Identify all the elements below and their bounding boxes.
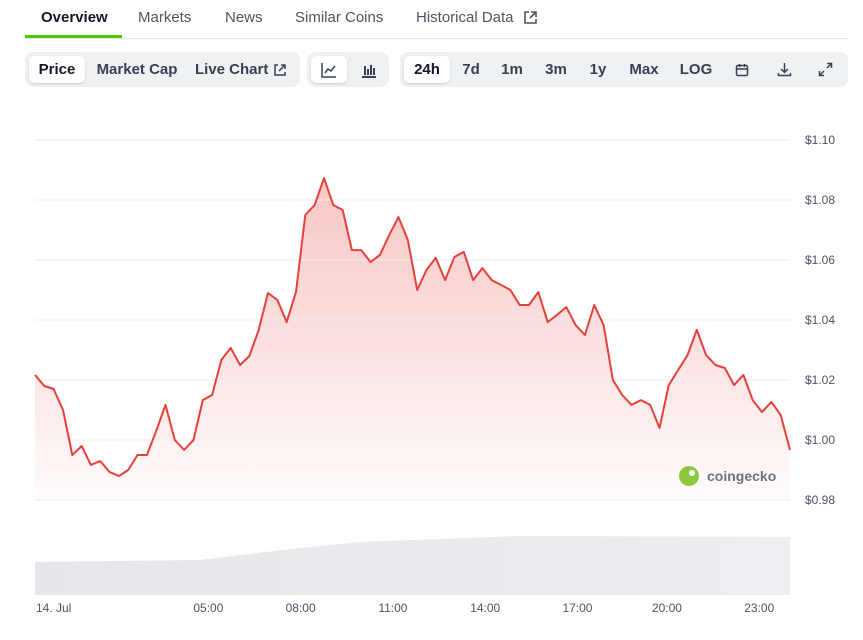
x-tick-label: 14:00 — [470, 601, 500, 615]
tab-underline — [25, 35, 122, 38]
price-line — [34, 177, 791, 477]
calendar-icon[interactable] — [735, 63, 749, 77]
button[interactable]: 1y — [589, 61, 607, 78]
y-tick-label: $1.06 — [805, 253, 835, 267]
external-icon — [274, 64, 286, 76]
watermark: coingecko — [679, 466, 776, 486]
button[interactable]: Price — [29, 56, 85, 83]
tab-bar: Overview Markets News Similar Coins Hist… — [25, 0, 848, 39]
external-icon — [524, 11, 537, 24]
button[interactable]: Market Cap — [96, 61, 178, 78]
download-icon[interactable] — [777, 62, 792, 77]
button[interactable]: Max — [629, 61, 659, 78]
y-tick-label: $1.02 — [805, 373, 835, 387]
candle-button[interactable] — [351, 56, 387, 83]
button[interactable]: 3m — [545, 61, 567, 78]
x-tick-label: 05:00 — [193, 601, 223, 615]
area — [35, 178, 790, 500]
tab[interactable]: Historical Data — [416, 9, 514, 26]
x-tick-label: 11:00 — [378, 601, 407, 615]
volume-band — [35, 536, 790, 595]
x-tick-label: 23:00 — [744, 601, 774, 615]
y-tick-label: $1.08 — [805, 193, 835, 207]
button[interactable]: 1m — [501, 61, 523, 78]
y-tick-label: $1.10 — [805, 133, 835, 147]
button[interactable]: LOG — [679, 61, 713, 78]
fullscreen-icon[interactable] — [818, 62, 833, 77]
x-tick-label: 14. Jul — [36, 601, 71, 615]
tab[interactable]: Markets — [138, 9, 192, 26]
watermark-text: coingecko — [707, 468, 776, 484]
x-tick-label: 08:00 — [286, 601, 316, 615]
button[interactable]: 24h — [404, 56, 450, 83]
button[interactable]: 7d — [462, 61, 480, 78]
metric-group: Price Market Cap Live Chart — [25, 52, 300, 87]
y-tick-label: $0.98 — [805, 493, 835, 507]
tab[interactable]: News — [225, 9, 263, 26]
line-button[interactable] — [311, 56, 347, 83]
tab[interactable]: Overview — [41, 9, 108, 26]
x-tick-label: 17:00 — [562, 601, 592, 615]
tab[interactable]: Similar Coins — [295, 9, 384, 26]
button[interactable]: Live Chart — [195, 61, 269, 78]
range-group: 24h 7d 1m 3m 1y Max LOG — [400, 52, 848, 87]
chart-style-group — [307, 52, 389, 87]
y-tick-label: $1.04 — [805, 313, 835, 327]
y-tick-label: $1.00 — [805, 433, 835, 447]
x-tick-label: 20:00 — [652, 601, 682, 615]
